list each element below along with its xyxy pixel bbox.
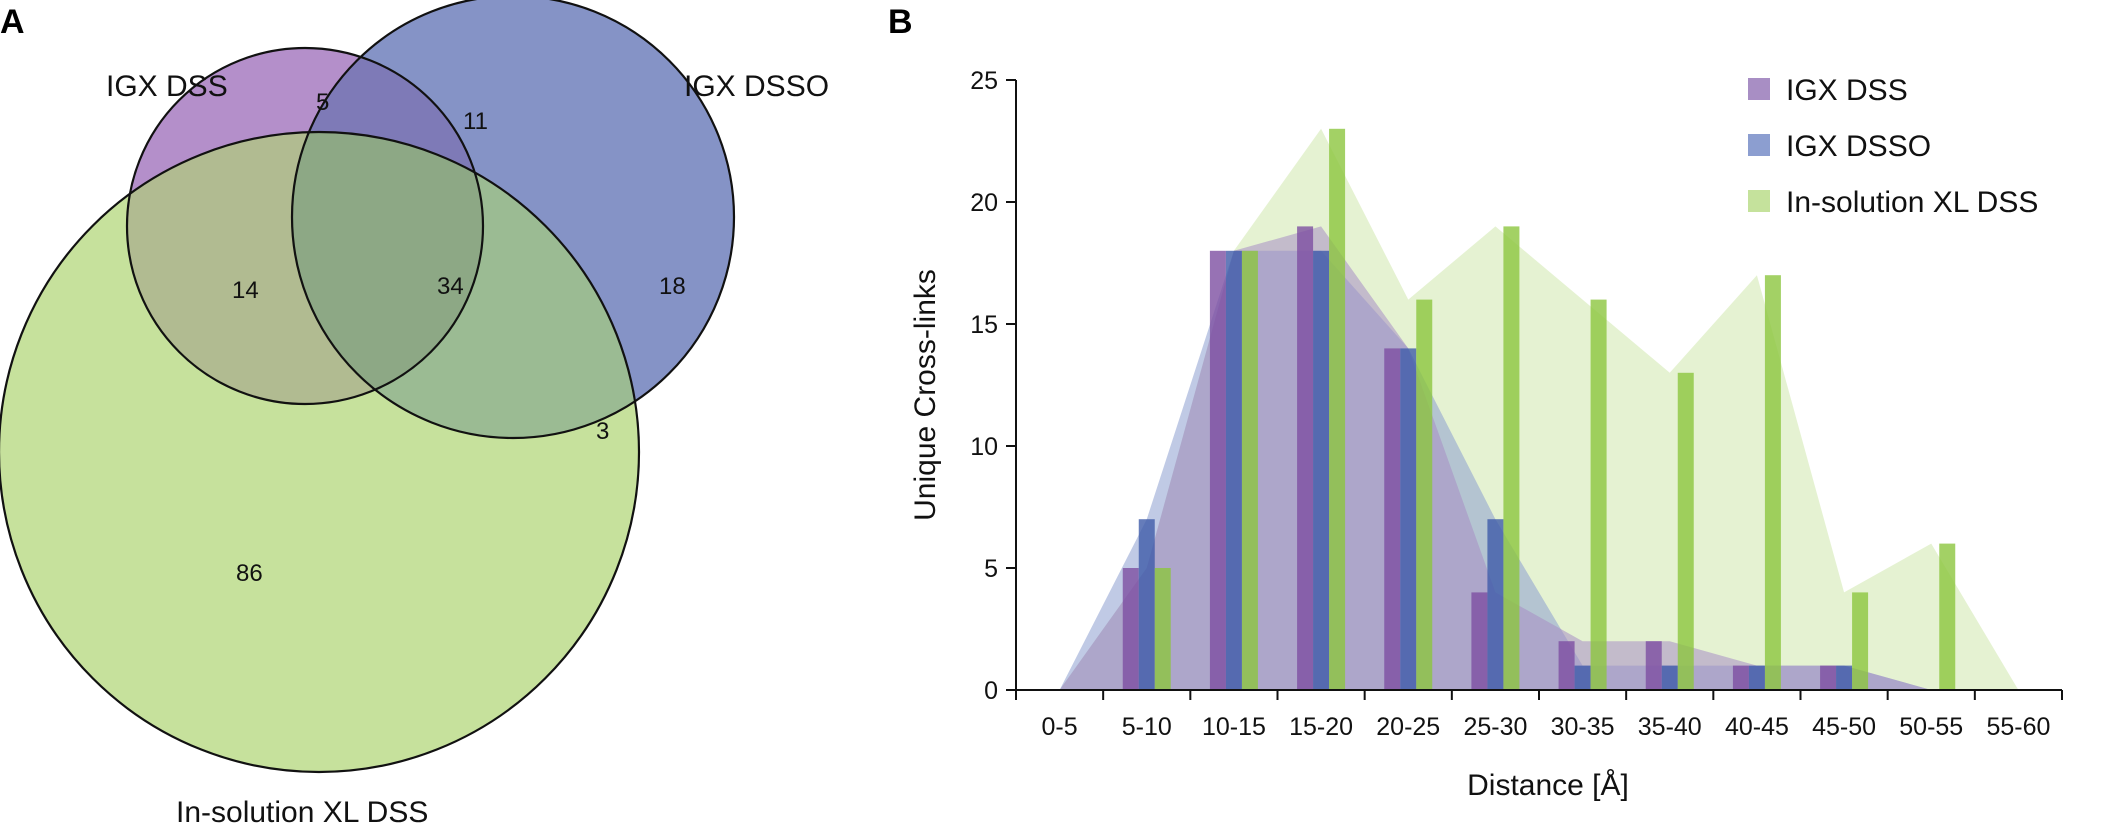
- bar-igx-dss-25-30: [1471, 592, 1488, 690]
- venn-label-dss: IGX DSS: [106, 70, 228, 103]
- bar-igx-dss-20-25: [1384, 348, 1401, 690]
- bar-insol-xl-dss-25-30: [1503, 226, 1520, 690]
- bar-igx-dss-35-40: [1645, 641, 1662, 690]
- venn-label-insol: In-solution XL DSS: [176, 796, 428, 829]
- legend-label-igx-dss: IGX DSS: [1786, 74, 1908, 107]
- bar-igx-dsso-20-25: [1400, 348, 1417, 690]
- bar-insol-xl-dss-50-55: [1939, 543, 1956, 690]
- bar-insol-xl-dss-30-35: [1590, 299, 1607, 690]
- venn-count-dss-only: 5: [316, 89, 329, 116]
- legend-swatch-insol-xl-dss: [1748, 190, 1770, 212]
- bar-insol-xl-dss-45-50: [1852, 592, 1869, 690]
- x-tick-label: 30-35: [1551, 713, 1615, 741]
- bar-insol-xl-dss-5-10: [1154, 568, 1171, 690]
- y-tick-label: 25: [970, 67, 998, 95]
- bar-igx-dss-40-45: [1732, 665, 1749, 690]
- venn-outline-dsso: [290, 0, 736, 440]
- venn-outline-insol: [0, 130, 641, 774]
- bar-insol-xl-dss-35-40: [1677, 372, 1694, 690]
- x-tick-label: 20-25: [1376, 713, 1440, 741]
- legend-label-igx-dsso: IGX DSSO: [1786, 130, 1931, 163]
- x-tick-label: 5-10: [1122, 713, 1172, 741]
- venn-count-all: 34: [437, 273, 464, 300]
- panel-label-a: A: [0, 3, 25, 41]
- y-tick-label: 20: [970, 189, 998, 217]
- x-tick-label: 35-40: [1638, 713, 1702, 741]
- bar-insol-xl-dss-10-15: [1241, 250, 1258, 691]
- bar-igx-dsso-10-15: [1225, 250, 1242, 691]
- x-tick-label: 10-15: [1202, 713, 1266, 741]
- chart-legend: IGX DSS IGX DSSO In-solution XL DSS: [1748, 74, 2038, 219]
- bar-igx-dsso-35-40: [1661, 665, 1678, 690]
- chart-panel: B 0 5 10 15 20 25 0-5 5-10 10-15 15-20 20-25 25-30 3…: [888, 3, 2063, 802]
- bar-igx-dsso-15-20: [1313, 250, 1330, 691]
- bar-igx-dsso-45-50: [1836, 665, 1853, 690]
- venn-label-dsso: IGX DSSO: [684, 70, 829, 103]
- bar-igx-dsso-25-30: [1487, 519, 1504, 690]
- venn-outline-dss: [125, 46, 485, 406]
- venn-panel: A IGX DSS IGX DSSO In-soluti: [0, 0, 829, 829]
- y-tick-label: 10: [970, 433, 998, 461]
- x-tick-label: 40-45: [1725, 713, 1789, 741]
- chart-bars: [1122, 128, 1956, 691]
- bar-igx-dsso-30-35: [1574, 665, 1591, 690]
- legend-label-insol-xl-dss: In-solution XL DSS: [1786, 186, 2038, 219]
- venn-count-insol-only: 86: [236, 560, 263, 587]
- bar-igx-dss-15-20: [1297, 226, 1314, 690]
- x-tick-label: 25-30: [1463, 713, 1527, 741]
- x-tick-label: 0-5: [1042, 713, 1078, 741]
- venn-count-dsso-insol: 3: [596, 418, 609, 445]
- panel-label-b: B: [888, 3, 913, 41]
- legend-swatch-igx-dsso: [1748, 134, 1770, 156]
- y-tick-label: 0: [984, 677, 998, 705]
- y-tick-label: 15: [970, 311, 998, 339]
- bar-insol-xl-dss-15-20: [1329, 128, 1346, 691]
- chart-axes: 0 5 10 15 20 25 0-5 5-10 10-15 15-20 20-25 25-30 30-…: [970, 67, 2063, 741]
- x-axis-title: Distance [Å]: [1467, 769, 1629, 802]
- x-tick-label: 45-50: [1812, 713, 1876, 741]
- venn-count-dsso-only: 18: [659, 273, 686, 300]
- venn-count-dss-dsso: 11: [463, 108, 488, 135]
- legend-swatch-igx-dss: [1748, 78, 1770, 100]
- x-tick-label: 55-60: [1986, 713, 2050, 741]
- bar-insol-xl-dss-40-45: [1764, 275, 1781, 690]
- bar-igx-dsso-5-10: [1138, 519, 1155, 690]
- bar-igx-dss-5-10: [1122, 568, 1139, 690]
- x-tick-label: 50-55: [1899, 713, 1963, 741]
- x-tick-label: 15-20: [1289, 713, 1353, 741]
- bar-igx-dsso-40-45: [1748, 665, 1765, 690]
- bar-igx-dss-30-35: [1558, 641, 1575, 690]
- bar-igx-dss-10-15: [1209, 250, 1226, 691]
- bar-igx-dss-45-50: [1820, 665, 1837, 690]
- y-tick-label: 5: [984, 555, 998, 583]
- venn-count-dss-insol: 14: [232, 277, 259, 304]
- bar-insol-xl-dss-20-25: [1416, 299, 1433, 690]
- y-axis-title: Unique Cross-links: [909, 269, 942, 521]
